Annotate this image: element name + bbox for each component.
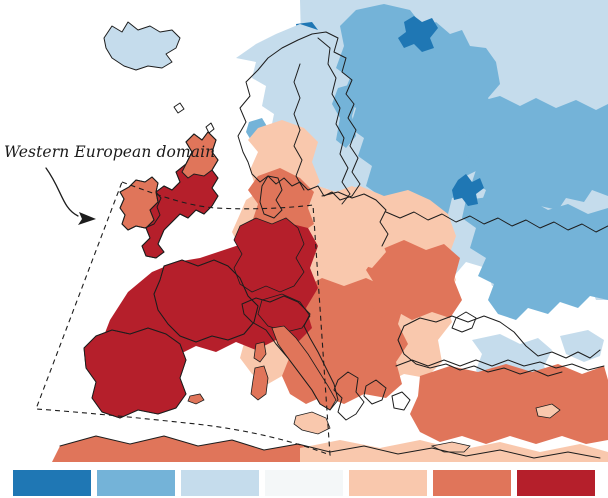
island-sicily	[293, 411, 331, 435]
anomaly-patch-moderate-negative-bothnia	[332, 84, 358, 148]
anomaly-patch-moderate-positive-denmark	[248, 168, 314, 234]
coastline-anatolia	[395, 359, 605, 371]
annotation-arrow	[45, 167, 96, 225]
western-european-domain-box	[35, 181, 331, 456]
anomaly-patch-strong-negative-speck-a	[452, 174, 484, 206]
domain-annotation-label: Western European domain	[4, 143, 216, 161]
anomaly-patch-moderate-negative-east	[458, 96, 608, 226]
coastlines-layer	[59, 21, 608, 459]
coastline-black-sea	[397, 315, 601, 377]
island-cyprus	[535, 403, 561, 419]
colorbar-segment-0	[13, 470, 91, 496]
coastline-great-britain	[141, 131, 219, 259]
country-italy-north	[257, 293, 311, 333]
anomaly-patch-moderate-positive-turkey	[410, 364, 608, 444]
arrow-head-icon	[78, 212, 96, 225]
anomaly-patch-slight-negative-iceland	[104, 22, 180, 70]
anomaly-patch-moderate-negative-nwrussia	[336, 4, 500, 236]
colorbar-segment-4	[349, 470, 427, 496]
anomaly-patch-moderate-positive-ukraine	[366, 240, 462, 320]
map-canvas	[35, 0, 608, 462]
colorbar-segment-5	[433, 470, 511, 496]
coastline-iberia	[83, 327, 187, 419]
anomaly-patch-strong-negative-kola	[398, 16, 438, 52]
coastline-greece-aegean	[333, 371, 411, 421]
coastline-baltic-states	[321, 191, 389, 247]
coastline-france	[153, 259, 259, 343]
country-germany-alps	[233, 217, 305, 293]
border-russia-south	[385, 211, 608, 233]
border-finland	[317, 37, 351, 205]
country-anomaly-shapes	[83, 131, 561, 453]
anomaly-patch-slight-negative-blacksea-b	[560, 330, 604, 362]
coastline-crimea	[451, 311, 477, 333]
anomaly-patch-moderate-positive-northafrica	[52, 436, 340, 462]
europe-anomaly-map	[35, 0, 608, 462]
coastline-scandinavia	[237, 31, 361, 201]
domain-box-outline	[35, 181, 331, 456]
island-crete	[430, 441, 471, 453]
colorbar-segment-6	[517, 470, 595, 496]
coastline-shetland	[205, 122, 215, 134]
coastline-faroe	[173, 102, 185, 114]
curved-arrow-icon	[45, 167, 79, 217]
coastline-ireland	[119, 176, 162, 231]
colorbar-segment-1	[97, 470, 175, 496]
island-corsica	[253, 341, 267, 363]
colorbar-segment-2	[181, 470, 259, 496]
country-iberia	[83, 327, 187, 419]
colorbar	[0, 470, 608, 496]
island-balearics	[187, 393, 205, 405]
coastline-italy	[241, 295, 339, 411]
coastline-denmark	[259, 175, 283, 219]
coastline-bothnia	[293, 63, 305, 191]
coastline-iceland	[103, 21, 181, 71]
colorbar-segment-3	[265, 470, 343, 496]
anomaly-patch-moderate-negative-eastcentral	[462, 196, 608, 320]
island-sardinia	[250, 365, 269, 401]
